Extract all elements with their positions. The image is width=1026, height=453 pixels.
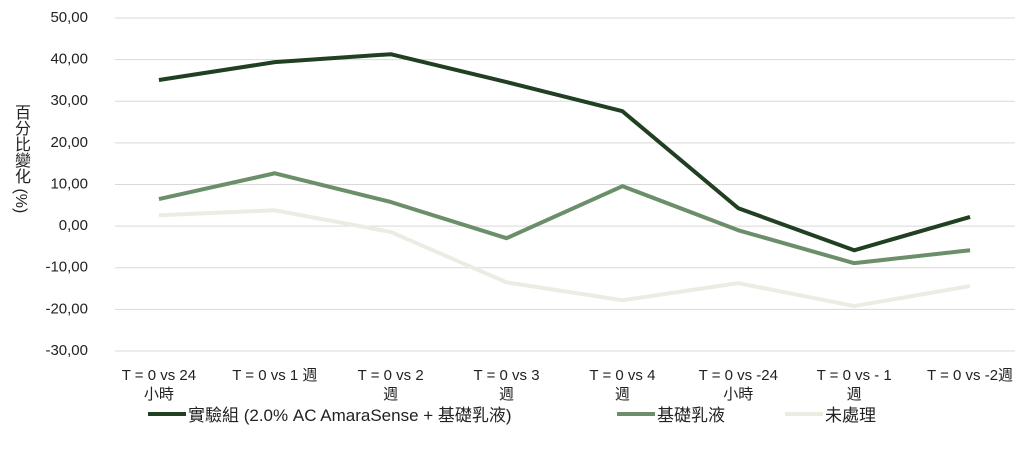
y-tick-label: 0,00 xyxy=(59,217,88,234)
x-tick-label: T = 0 vs 4 週 xyxy=(589,367,656,403)
y-tick-label: -10,00 xyxy=(45,259,88,276)
x-tick-label: T = 0 vs 3 週 xyxy=(473,367,540,403)
y-tick-label: 40,00 xyxy=(50,51,88,68)
y-tick-label: -20,00 xyxy=(45,300,88,317)
y-tick-label: 20,00 xyxy=(50,134,88,151)
legend-swatch xyxy=(617,411,655,416)
y-tick-label: -30,00 xyxy=(45,342,88,359)
series-line xyxy=(158,171,971,266)
y-tick-label: 50,00 xyxy=(50,9,88,26)
series-line xyxy=(158,208,971,309)
legend-item: 基礎乳液 xyxy=(617,401,725,426)
y-axis-label: 百分比變化 (%) xyxy=(12,104,29,214)
x-tick-label: T = 0 vs -2週 xyxy=(927,367,1014,384)
x-tick-label: T = 0 vs -24 小時 xyxy=(698,367,778,403)
legend-swatch xyxy=(785,411,823,416)
y-tick-label: 10,00 xyxy=(50,175,88,192)
x-tick-label: T = 0 vs 2 週 xyxy=(357,367,424,403)
legend-swatch xyxy=(148,411,186,416)
y-tick-label: 30,00 xyxy=(50,92,88,109)
legend-item: 未處理 xyxy=(785,401,876,426)
legend-label: 未處理 xyxy=(825,406,876,425)
x-tick-label: T = 0 vs 1 週 xyxy=(232,367,318,384)
legend-label: 實驗組 (2.0% AC AmaraSense + 基礎乳液) xyxy=(188,406,512,425)
legend-item: 實驗組 (2.0% AC AmaraSense + 基礎乳液) xyxy=(148,401,512,426)
legend-label: 基礎乳液 xyxy=(657,406,725,425)
x-tick-label: T = 0 vs 24 小時 xyxy=(121,367,197,403)
series-line xyxy=(158,52,971,253)
x-tick-label: T = 0 vs - 1 週 xyxy=(816,367,892,403)
